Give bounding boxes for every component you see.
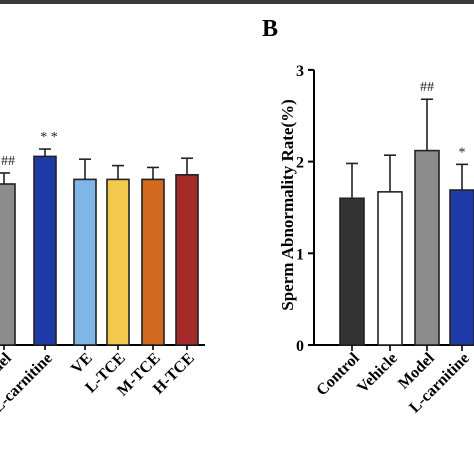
panel-b-bar [377,191,403,346]
panel-b-bar [339,197,365,346]
panel-b: B Sperm Abnormality Rate(%) 0 1 2 3 ControlVeh… [262,16,474,417]
panel-b-significance: * [459,145,466,160]
panel-b-label: B [262,16,278,42]
panel-b-bar [449,189,474,346]
panel-a-bar [141,178,165,346]
panel-b-y-tick-label: 2 [296,155,304,172]
panel-a-x-tick-label: del [0,349,15,376]
panel-a-bar [175,174,199,346]
panel-b-y-tick-label: 3 [296,63,304,80]
panel-b-y-axis-label: Sperm Abnormality Rate(%) [278,99,297,311]
panel-a-bar [73,178,97,346]
panel-a-significance: * * [40,130,58,145]
panel-b-y-tick-label: 1 [296,246,304,263]
panel-b-x-tick-label: Vehicle [354,350,401,397]
panel-b-y-tick-label: 0 [296,338,304,355]
panel-b-bar [414,149,440,346]
panel-a-bar [33,155,57,346]
panel-b-x-tick-label: Control [313,349,363,399]
panel-a-bar [0,183,16,346]
panel-a-significance: ## [1,154,15,169]
panel-a-x-tick-label: VE [68,350,96,378]
panel-a-bar [106,178,130,346]
top-border [0,0,474,4]
panel-b-significance: ## [420,80,434,95]
